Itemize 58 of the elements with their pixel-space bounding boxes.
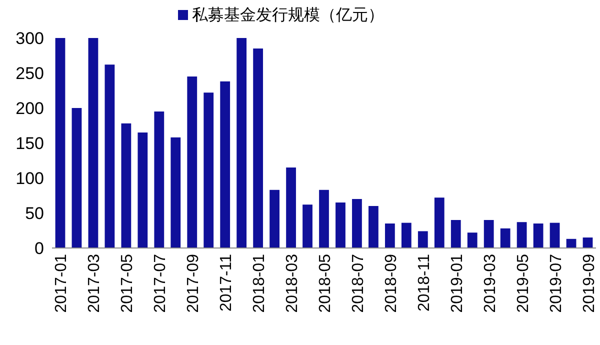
bar bbox=[286, 168, 296, 248]
bar bbox=[418, 231, 428, 248]
x-tick-label: 2018-07 bbox=[350, 254, 367, 313]
bar bbox=[401, 222, 412, 248]
bar bbox=[550, 222, 560, 248]
bar bbox=[121, 123, 132, 248]
bar bbox=[236, 38, 247, 248]
y-tick-label: 250 bbox=[16, 64, 44, 83]
bar bbox=[467, 232, 478, 248]
legend-label: 私募基金发行规模（亿元） bbox=[192, 6, 384, 24]
bar bbox=[138, 132, 148, 248]
bar bbox=[55, 38, 66, 248]
bar bbox=[72, 108, 82, 248]
bar bbox=[154, 112, 164, 248]
x-tick-label: 2017-07 bbox=[152, 254, 170, 313]
bar bbox=[270, 190, 280, 248]
x-tick-label: 2019-09 bbox=[580, 254, 598, 313]
bar bbox=[88, 38, 98, 248]
y-tick-label: 100 bbox=[16, 169, 44, 188]
bar bbox=[220, 81, 230, 248]
bar bbox=[582, 238, 593, 248]
bar bbox=[434, 198, 444, 248]
x-tick-label: 2017-05 bbox=[119, 254, 136, 313]
bar bbox=[484, 220, 494, 248]
y-tick-label: 200 bbox=[16, 99, 44, 118]
x-tick-label: 2018-09 bbox=[382, 254, 400, 313]
y-tick-label: 50 bbox=[25, 204, 44, 223]
bar bbox=[187, 76, 198, 248]
x-tick-label: 2019-01 bbox=[448, 254, 466, 313]
x-tick-label: 2017-01 bbox=[53, 254, 70, 313]
x-tick-label: 2017-11 bbox=[218, 254, 236, 312]
bar bbox=[204, 92, 214, 248]
x-tick-label: 2017-03 bbox=[86, 254, 104, 313]
bar bbox=[302, 204, 312, 248]
bar bbox=[500, 228, 510, 248]
x-tick-label: 2017-09 bbox=[185, 254, 202, 313]
bar bbox=[253, 48, 264, 248]
bar bbox=[319, 190, 329, 248]
y-tick-label: 300 bbox=[16, 29, 44, 48]
bar bbox=[450, 220, 461, 248]
bar bbox=[352, 199, 362, 248]
bar bbox=[533, 224, 544, 248]
x-tick-label: 2018-01 bbox=[251, 254, 268, 313]
bar bbox=[384, 224, 395, 248]
bar bbox=[516, 222, 527, 248]
bar bbox=[566, 238, 576, 248]
bar bbox=[336, 202, 346, 248]
bar bbox=[170, 137, 181, 248]
y-tick-label: 0 bbox=[34, 239, 44, 258]
bar bbox=[104, 64, 115, 248]
x-tick-label: 2019-07 bbox=[548, 254, 565, 313]
y-tick-label: 150 bbox=[16, 134, 44, 153]
x-tick-label: 2019-05 bbox=[514, 254, 532, 313]
x-tick-label: 2018-11 bbox=[416, 254, 433, 312]
x-tick-label: 2019-03 bbox=[482, 254, 499, 313]
x-tick-label: 2018-03 bbox=[284, 254, 302, 313]
bar bbox=[368, 206, 378, 248]
x-tick-label: 2018-05 bbox=[317, 254, 334, 313]
